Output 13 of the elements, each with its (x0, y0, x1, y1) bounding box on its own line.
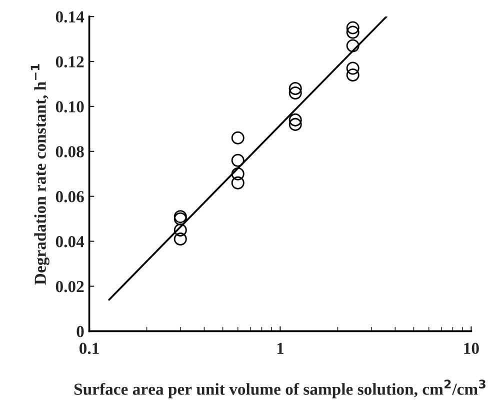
y-tick-label: 0.04 (56, 236, 84, 248)
x-tick-label: 1 (277, 342, 284, 354)
x-tick-label: 0.1 (80, 342, 99, 354)
x-axis-title: Surface area per unit volume of sample solution, cm$^{2}$/cm$^{3}$ (74, 380, 486, 398)
y-tick-label: 0.08 (56, 146, 84, 158)
y-tick-label: 0.14 (56, 11, 84, 23)
x-tick-label: 10 (464, 342, 479, 354)
y-tick-label: 0.06 (56, 191, 84, 202)
y-tick-label: 0 (76, 326, 84, 338)
y-tick-label: 0.12 (56, 56, 84, 68)
y-tick-label: 0.10 (56, 101, 84, 112)
y-tick-label: 0.02 (56, 280, 84, 292)
y-axis-title: Degradation rate constant, h$^{−1}$ (30, 64, 50, 285)
